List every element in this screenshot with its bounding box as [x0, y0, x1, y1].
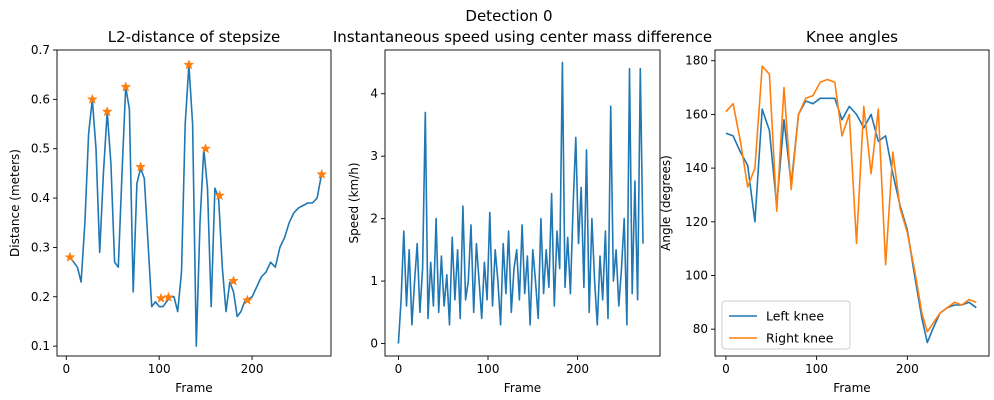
- chart-panel-3: Knee angles 0 100 200 80 100 120 140 160 180 Frame…: [659, 28, 990, 395]
- chart-panel-2: Instantaneous speed using center mass di…: [333, 28, 712, 395]
- axes-frame: [56, 49, 332, 357]
- y-tick-label: 120: [685, 215, 708, 229]
- peak-marker: [135, 161, 146, 172]
- peak-marker: [200, 142, 212, 154]
- y-tick-label: 3: [370, 149, 378, 163]
- y-tick-label: 100: [685, 268, 708, 282]
- legend-label: Right knee: [766, 331, 834, 346]
- y-tick-label: 0.4: [31, 191, 50, 205]
- peak-marker: [242, 294, 253, 305]
- x-tick-label: 100: [805, 362, 828, 376]
- y-tick-label: 180: [685, 54, 708, 68]
- y-axis-label: Angle (degrees): [659, 155, 673, 251]
- legend: Left knee Right knee: [721, 300, 851, 350]
- y-axis-label: Speed (km/h): [347, 162, 361, 243]
- axes-frame: [714, 49, 990, 357]
- legend-label: Left knee: [766, 309, 824, 324]
- chart-title: Instantaneous speed using center mass di…: [333, 28, 712, 46]
- x-tick-label: 200: [896, 362, 919, 376]
- y-tick-label: 0.5: [31, 142, 50, 156]
- y-tick-label: 0.7: [31, 43, 50, 57]
- series-line: [725, 65, 977, 333]
- peak-marker: [155, 292, 167, 303]
- series-line: [69, 64, 323, 347]
- peak-marker: [214, 189, 225, 201]
- peak-marker: [316, 168, 328, 179]
- y-tick-label: 2: [370, 212, 378, 226]
- y-tick-label: 140: [685, 161, 708, 175]
- peak-marker: [86, 93, 98, 104]
- y-tick-label: 0.1: [31, 339, 50, 353]
- y-tick-label: 0: [370, 337, 378, 351]
- x-axis-label: Frame: [175, 381, 212, 395]
- x-axis-label: Frame: [504, 381, 541, 395]
- y-tick-label: 4: [370, 87, 378, 101]
- axes-frame: [384, 49, 661, 357]
- peak-marker: [163, 291, 174, 302]
- x-tick-label: 0: [395, 362, 403, 376]
- peak-marker: [120, 81, 132, 92]
- chart-title: Knee angles: [806, 28, 898, 46]
- series-line: [397, 61, 644, 344]
- chart-title: L2-distance of stepsize: [108, 28, 280, 46]
- x-tick-label: 0: [62, 362, 70, 376]
- peak-marker: [183, 59, 195, 70]
- peak-marker: [64, 251, 76, 262]
- y-tick-label: 80: [693, 322, 708, 336]
- legend-box: [721, 300, 851, 350]
- y-tick-label: 0.3: [31, 240, 50, 254]
- y-axis-label: Distance (meters): [8, 149, 22, 257]
- y-tick-label: 0.2: [31, 290, 50, 304]
- y-tick-label: 1: [370, 274, 378, 288]
- chart-panel-1: L2-distance of stepsize 0 100 200 0.1 0.2 0.3 0…: [8, 28, 332, 395]
- x-tick-label: 100: [148, 362, 171, 376]
- peak-marker: [101, 105, 113, 117]
- x-axis-label: Frame: [833, 381, 870, 395]
- series-line: [725, 97, 977, 344]
- y-tick-label: 0.6: [31, 92, 50, 106]
- peak-marker: [228, 275, 239, 286]
- x-tick-label: 200: [241, 362, 264, 376]
- figure-title: Detection 0: [465, 7, 552, 25]
- x-tick-label: 200: [566, 362, 589, 376]
- x-tick-label: 100: [477, 362, 500, 376]
- x-tick-label: 0: [722, 362, 730, 376]
- y-tick-label: 160: [685, 107, 708, 121]
